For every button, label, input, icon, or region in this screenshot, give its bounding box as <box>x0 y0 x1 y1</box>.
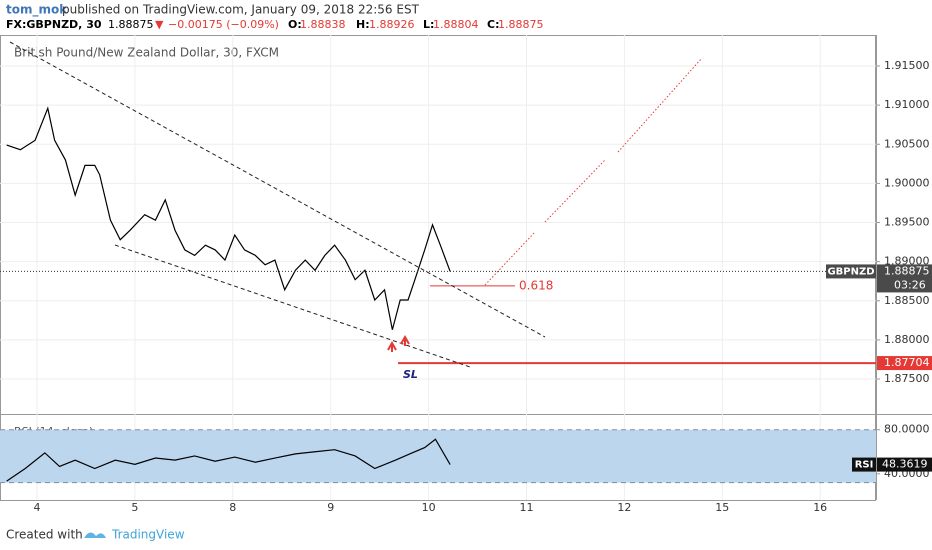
rsi-name: RSI <box>855 460 874 471</box>
sl-text: SL <box>403 368 418 381</box>
sl-label: 1.87704 <box>884 356 930 369</box>
price-line <box>6 438 451 482</box>
rsi-tag <box>877 457 932 472</box>
y-tick-label: 1.88500 <box>884 294 930 307</box>
o: 1.88838 <box>300 18 346 31</box>
y-tick-label: 1.87500 <box>884 372 930 385</box>
x-tick-label: 8 <box>229 501 236 514</box>
price-line <box>6 106 451 330</box>
y-tick-label: 1.91000 <box>884 98 930 111</box>
symbol-tag <box>826 264 876 279</box>
y-tick-label: 1.90000 <box>884 176 930 189</box>
y-tick-label: 1.90500 <box>884 137 930 150</box>
sl-tag <box>877 356 932 371</box>
user[interactable]: tom_mok <box>6 3 68 18</box>
symbol: FX:GBPNZD, 30 <box>6 18 102 31</box>
y-tick-label: 1.91500 <box>884 59 930 72</box>
y-tick-label: 1.88000 <box>884 333 930 346</box>
o-label: O: <box>288 18 302 31</box>
last: 1.88875 <box>108 18 154 31</box>
projection <box>544 159 606 223</box>
l-label: L: <box>423 18 434 31</box>
h: 1.88926 <box>369 18 415 31</box>
x-tick-label: 5 <box>131 501 138 514</box>
change: −0.00175 (−0.09%) <box>168 18 279 31</box>
signal-arrows <box>387 334 410 352</box>
x-tick-label: 16 <box>813 501 827 514</box>
rsi-name-tag <box>852 457 876 472</box>
timer: 03:26 <box>894 278 926 291</box>
chart-title: British Pound/New Zealand Dollar, 30, FX… <box>14 46 279 60</box>
price-tag <box>877 264 932 293</box>
x-tick-label: 11 <box>520 501 534 514</box>
y-tick-label: 1.89500 <box>884 216 930 229</box>
x-tick-label: 12 <box>617 501 631 514</box>
drawings <box>9 41 703 368</box>
x-tick-label: 4 <box>34 501 41 514</box>
c-label: C: <box>487 18 499 31</box>
published: published on TradingView.com, January 09… <box>62 3 420 17</box>
price-label: 1.88875 <box>884 264 930 277</box>
arrow: ▼ <box>155 18 164 31</box>
projection <box>617 57 703 153</box>
x-tick-label: 9 <box>327 501 334 514</box>
h-label: H: <box>356 18 370 31</box>
x-tick-label: 10 <box>422 501 436 514</box>
trendline <box>9 41 546 338</box>
l: 1.88804 <box>433 18 479 31</box>
rsi-last: 48.3619 <box>882 458 928 471</box>
logo <box>84 532 106 538</box>
rsi-band <box>0 429 876 483</box>
y-tick-label: 80.0000 <box>884 423 930 436</box>
fib-label: 0.618 <box>519 278 553 292</box>
symbol-name: GBPNZD <box>827 266 874 277</box>
projection <box>484 231 536 286</box>
x-tick-label: 15 <box>715 501 729 514</box>
c: 1.88875 <box>498 18 544 31</box>
y-tick-label: 1.89000 <box>884 255 930 268</box>
created: Created with <box>6 528 83 542</box>
brand[interactable]: TradingView <box>111 528 185 542</box>
